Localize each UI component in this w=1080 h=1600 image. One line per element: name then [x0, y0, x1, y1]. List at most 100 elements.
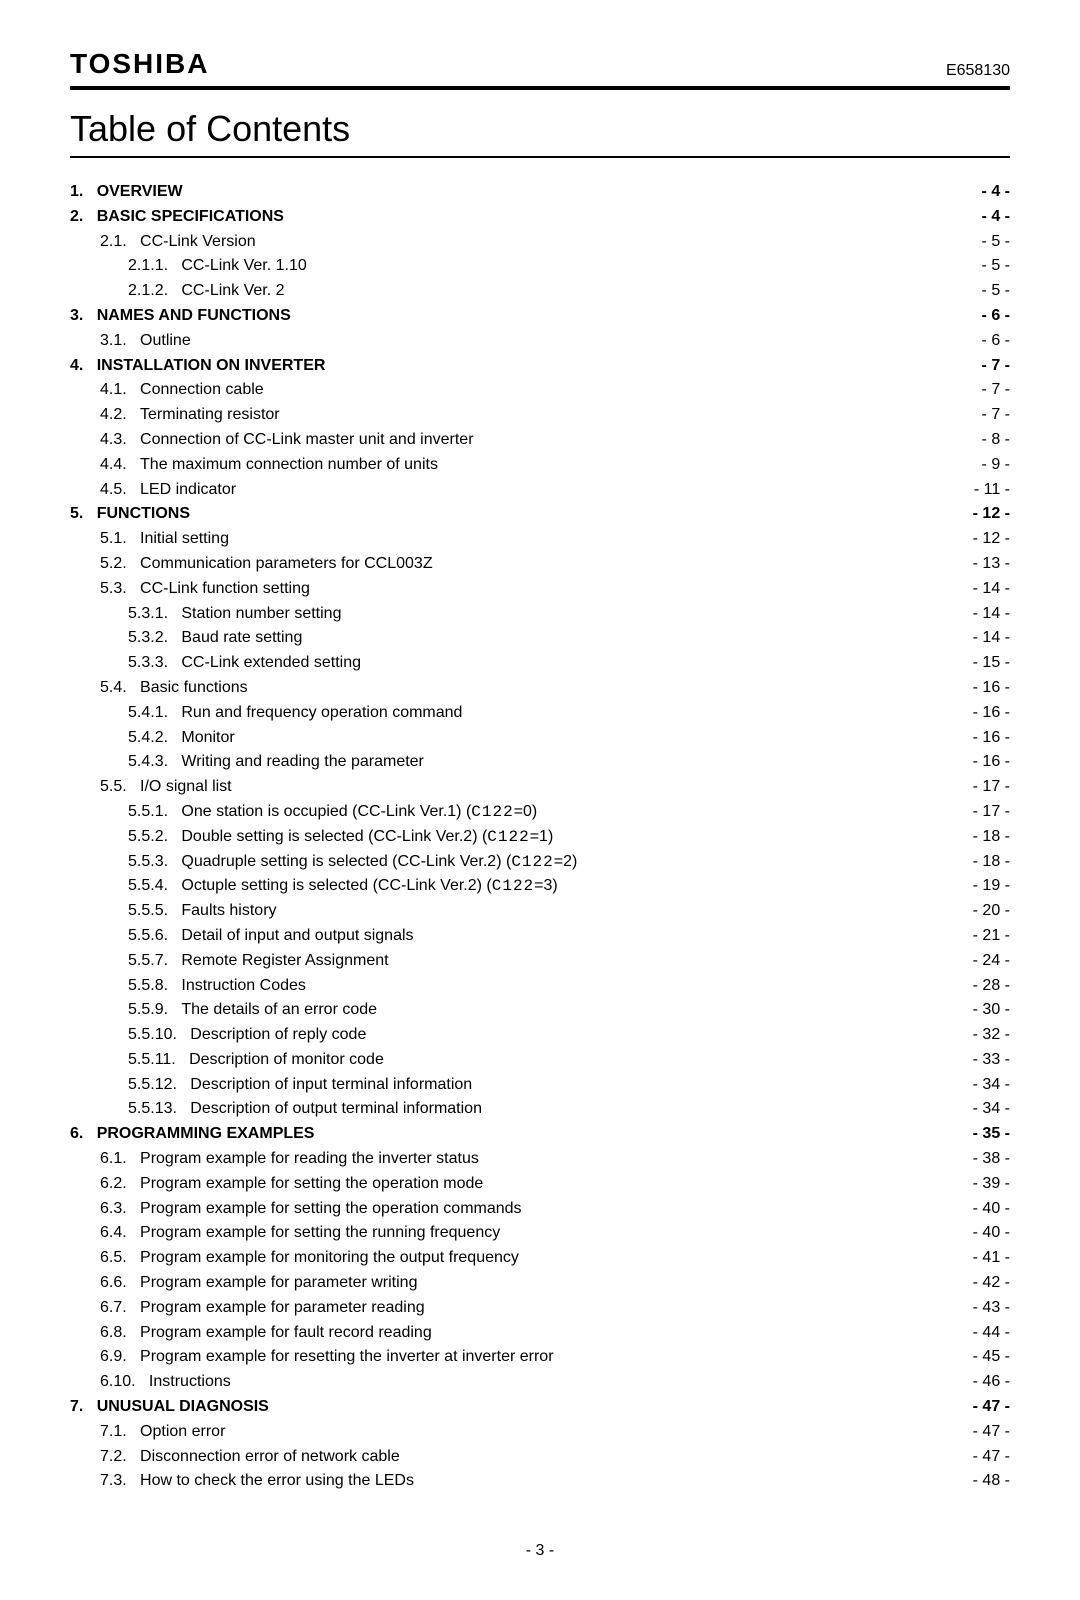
toc-entry-number: 2.1.: [100, 230, 140, 255]
toc-entry: 5.5.9. The details of an error code - 30…: [128, 998, 1010, 1023]
toc-entry-number: 5.5.9.: [128, 998, 181, 1023]
toc-entry-page: - 14 -: [968, 602, 1010, 627]
toc-entry-page: - 43 -: [968, 1296, 1010, 1321]
toc-entry-number: 1.: [70, 180, 97, 205]
toc-entry-title: FUNCTIONS: [97, 502, 195, 527]
toc-entry-title: Remote Register Assignment: [181, 949, 393, 974]
toc-entry: 4.1. Connection cable - 7 -: [100, 378, 1010, 403]
toc-entry-title: Disconnection error of network cable: [140, 1445, 404, 1470]
page-title: Table of Contents: [70, 108, 1010, 150]
toc-entry-number: 4.5.: [100, 478, 140, 503]
toc-entry: 6.6. Program example for parameter writi…: [100, 1271, 1010, 1296]
toc-entry: 5.4. Basic functions - 16 -: [100, 676, 1010, 701]
toc-entry: 6.10. Instructions - 46 -: [100, 1370, 1010, 1395]
toc-entry-title: CC-Link extended setting: [181, 651, 365, 676]
toc-entry-page: - 4 -: [977, 205, 1010, 230]
toc-entry-title: LED indicator: [140, 478, 241, 503]
toc-entry-number: 6.5.: [100, 1246, 140, 1271]
toc-entry-title: Description of output terminal informati…: [190, 1097, 486, 1122]
toc-entry: 7. UNUSUAL DIAGNOSIS - 47 -: [70, 1395, 1010, 1420]
header-rule: [70, 86, 1010, 90]
toc-entry-number: 5.3.: [100, 577, 140, 602]
toc-entry-title: How to check the error using the LEDs: [140, 1469, 418, 1494]
toc-entry-page: - 38 -: [968, 1147, 1010, 1172]
toc-entry-page: - 17 -: [968, 800, 1010, 825]
toc-entry: 5.3.3. CC-Link extended setting - 15 -: [128, 651, 1010, 676]
toc-entry: 5.5.5. Faults history - 20 -: [128, 899, 1010, 924]
toc-entry-number: 5.5.13.: [128, 1097, 190, 1122]
toc-entry-title: Terminating resistor: [140, 403, 284, 428]
toc-entry: 5.5. I/O signal list - 17 -: [100, 775, 1010, 800]
toc-entry: 6.5. Program example for monitoring the …: [100, 1246, 1010, 1271]
toc-entry-title: Communication parameters for CCL003Z: [140, 552, 437, 577]
toc-entry-page: - 17 -: [968, 775, 1010, 800]
toc-entry: 4.2. Terminating resistor - 7 -: [100, 403, 1010, 428]
toc-entry-page: - 16 -: [968, 676, 1010, 701]
toc-entry-number: 2.1.1.: [128, 254, 181, 279]
toc-entry-page: - 16 -: [968, 726, 1010, 751]
toc-entry-title: Faults history: [181, 899, 281, 924]
toc-entry-number: 6.8.: [100, 1321, 140, 1346]
toc-entry-title: Program example for setting the running …: [140, 1221, 505, 1246]
toc-entry-page: - 6 -: [977, 304, 1010, 329]
toc-entry-page: - 21 -: [968, 924, 1010, 949]
toc-entry: 6.4. Program example for setting the run…: [100, 1221, 1010, 1246]
page-header: TOSHIBA E658130: [70, 48, 1010, 80]
toc-entry-number: 5.4.: [100, 676, 140, 701]
toc-entry-number: 5.4.3.: [128, 750, 181, 775]
toc-entry-number: 5.: [70, 502, 97, 527]
toc-entry-page: - 13 -: [968, 552, 1010, 577]
toc-entry-title: Initial setting: [140, 527, 233, 552]
toc-entry-number: 2.1.2.: [128, 279, 181, 304]
toc-entry-number: 6.3.: [100, 1197, 140, 1222]
toc-entry-page: - 6 -: [977, 329, 1010, 354]
toc-entry-title: Instructions: [149, 1370, 235, 1395]
toc-entry-title: Program example for parameter reading: [140, 1296, 429, 1321]
toc-entry-page: - 16 -: [968, 701, 1010, 726]
toc-entry: 6.3. Program example for setting the ope…: [100, 1197, 1010, 1222]
toc-entry-page: - 9 -: [977, 453, 1010, 478]
toc-entry-number: 5.3.2.: [128, 626, 181, 651]
toc-entry-page: - 8 -: [977, 428, 1010, 453]
toc-entry-title: Outline: [140, 329, 195, 354]
page-number: - 3 -: [70, 1542, 1010, 1560]
toc-entry: 3.1. Outline - 6 -: [100, 329, 1010, 354]
toc-entry-page: - 40 -: [968, 1221, 1010, 1246]
toc-entry: 5.5.8. Instruction Codes - 28 -: [128, 974, 1010, 999]
toc-entry-number: 7.1.: [100, 1420, 140, 1445]
toc-entry-page: - 18 -: [968, 825, 1010, 850]
toc-entry: 2.1.1. CC-Link Ver. 1.10 - 5 -: [128, 254, 1010, 279]
toc-entry-page: - 7 -: [977, 354, 1010, 379]
toc-entry: 5.5.2. Double setting is selected (CC-Li…: [128, 825, 1010, 850]
toc-entry-title: Program example for resetting the invert…: [140, 1345, 558, 1370]
toc-entry-title: Octuple setting is selected (CC-Link Ver…: [181, 874, 562, 899]
toc-entry: 6.2. Program example for setting the ope…: [100, 1172, 1010, 1197]
toc-entry: 1. OVERVIEW - 4 -: [70, 180, 1010, 205]
toc-entry-page: - 15 -: [968, 651, 1010, 676]
toc-entry-title: PROGRAMMING EXAMPLES: [97, 1122, 319, 1147]
toc-entry: 5.5.6. Detail of input and output signal…: [128, 924, 1010, 949]
toc-entry-number: 6.10.: [100, 1370, 149, 1395]
toc-entry-title: Quadruple setting is selected (CC-Link V…: [181, 850, 581, 875]
toc-entry-number: 5.4.1.: [128, 701, 181, 726]
toc-entry-title: CC-Link function setting: [140, 577, 314, 602]
toc-entry-page: - 47 -: [968, 1420, 1010, 1445]
toc-entry: 7.2. Disconnection error of network cabl…: [100, 1445, 1010, 1470]
toc-entry-page: - 20 -: [968, 899, 1010, 924]
toc-entry-title: Basic functions: [140, 676, 252, 701]
toc-entry-number: 3.: [70, 304, 97, 329]
toc-entry-title: The maximum connection number of units: [140, 453, 442, 478]
toc-entry-title: Double setting is selected (CC-Link Ver.…: [181, 825, 557, 850]
toc-entry: 6.7. Program example for parameter readi…: [100, 1296, 1010, 1321]
toc-entry-page: - 7 -: [977, 403, 1010, 428]
toc-entry-page: - 44 -: [968, 1321, 1010, 1346]
toc-entry-page: - 34 -: [968, 1097, 1010, 1122]
title-rule: [70, 156, 1010, 158]
toc-entry-number: 3.1.: [100, 329, 140, 354]
toc-entry-page: - 30 -: [968, 998, 1010, 1023]
toc-entry-number: 4.3.: [100, 428, 140, 453]
toc-entry: 5.5.4. Octuple setting is selected (CC-L…: [128, 874, 1010, 899]
toc-entry-title: Station number setting: [181, 602, 346, 627]
toc-entry-title: OVERVIEW: [97, 180, 187, 205]
toc-entry-number: 5.5.6.: [128, 924, 181, 949]
